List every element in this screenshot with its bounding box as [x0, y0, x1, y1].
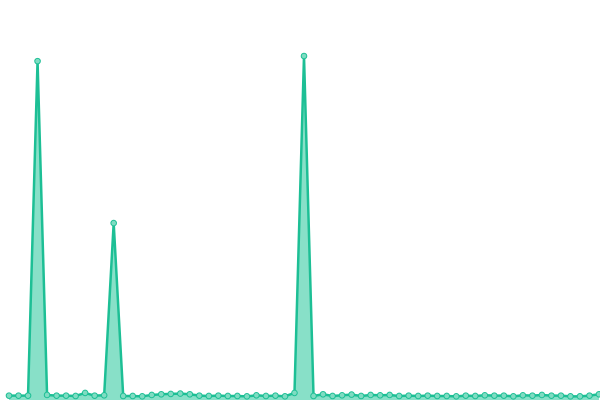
data-point	[119, 392, 127, 400]
data-point	[110, 219, 117, 227]
data-point	[53, 392, 60, 399]
data-point	[576, 393, 584, 400]
data-point	[253, 392, 260, 399]
data-point	[24, 392, 32, 399]
data-point	[500, 392, 508, 399]
data-point	[157, 390, 165, 398]
data-point	[357, 392, 365, 400]
data-point	[186, 390, 194, 398]
data-point	[300, 52, 308, 60]
data-point	[462, 392, 470, 399]
data-point	[424, 392, 432, 399]
data-point	[519, 392, 527, 399]
data-point	[367, 391, 374, 399]
data-point	[471, 392, 479, 400]
data-point	[224, 392, 232, 400]
data-point	[405, 392, 412, 399]
data-point	[138, 393, 146, 400]
data-point	[481, 392, 489, 399]
data-point	[491, 392, 498, 399]
data-point	[452, 393, 460, 400]
data-point	[196, 392, 203, 399]
data-point	[129, 392, 137, 400]
data-point	[243, 393, 251, 400]
data-point	[386, 391, 393, 399]
data-point	[414, 392, 422, 400]
data-point	[43, 391, 51, 399]
data-point	[567, 393, 574, 400]
data-point	[586, 392, 593, 399]
data-point	[234, 392, 241, 400]
data-point	[34, 57, 41, 65]
data-point	[72, 392, 79, 400]
data-point	[510, 393, 517, 400]
data-point	[329, 392, 336, 400]
data-point	[91, 392, 98, 399]
data-point	[595, 390, 600, 398]
data-point	[529, 392, 536, 399]
data-point	[348, 391, 355, 398]
data-point	[100, 392, 108, 399]
data-point	[5, 392, 13, 399]
data-point	[262, 392, 270, 400]
data-point	[62, 392, 70, 399]
data-point	[81, 389, 89, 397]
data-point	[319, 390, 327, 398]
data-point	[272, 392, 279, 399]
series-area-fill	[9, 56, 599, 400]
data-point	[205, 392, 213, 400]
data-point	[538, 391, 546, 399]
data-point	[557, 392, 565, 399]
data-point	[281, 393, 289, 400]
data-point	[376, 392, 384, 399]
data-point	[176, 390, 184, 397]
data-point	[395, 392, 403, 400]
data-point	[338, 392, 346, 399]
data-point	[433, 392, 441, 400]
data-point	[291, 389, 298, 397]
data-point	[310, 392, 317, 400]
series-points	[5, 52, 600, 400]
data-point	[215, 392, 222, 399]
data-point	[148, 391, 156, 399]
data-point	[443, 392, 451, 400]
data-point	[15, 392, 22, 399]
data-point	[548, 392, 555, 399]
data-point	[167, 390, 175, 398]
